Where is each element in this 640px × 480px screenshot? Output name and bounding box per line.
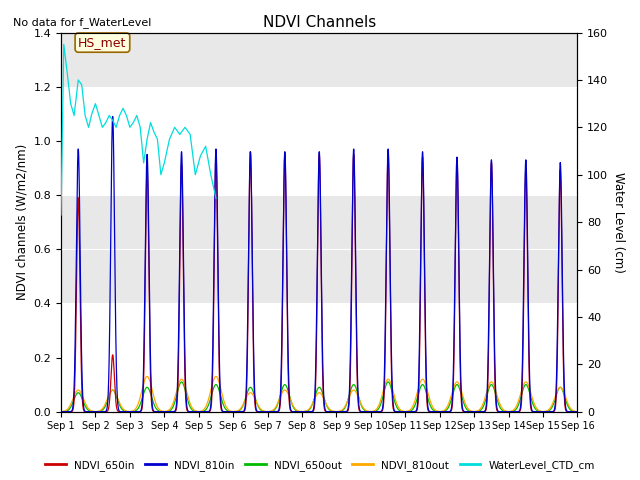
Y-axis label: Water Level (cm): Water Level (cm): [612, 172, 625, 273]
Legend: NDVI_650in, NDVI_810in, NDVI_650out, NDVI_810out, WaterLevel_CTD_cm: NDVI_650in, NDVI_810in, NDVI_650out, NDV…: [41, 456, 599, 475]
Text: No data for f_WaterLevel: No data for f_WaterLevel: [13, 17, 151, 28]
Text: HS_met: HS_met: [78, 36, 127, 49]
Y-axis label: NDVI channels (W/m2/nm): NDVI channels (W/m2/nm): [15, 144, 28, 300]
Bar: [61, 87, 577, 195]
Title: NDVI Channels: NDVI Channels: [262, 15, 376, 30]
Bar: [61, 303, 577, 412]
